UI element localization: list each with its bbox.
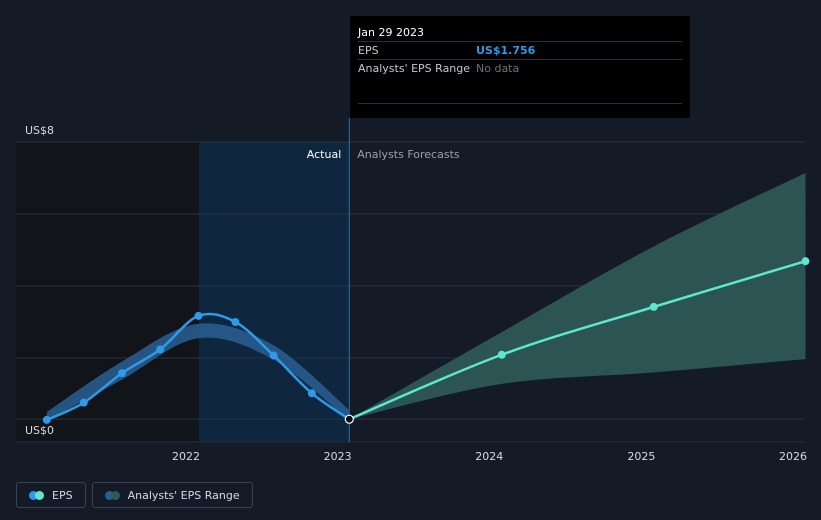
legend-item-eps[interactable]: EPS	[16, 482, 86, 508]
eps-forecast-dot-icon	[35, 490, 44, 500]
eps-actual-point	[269, 351, 278, 360]
range-swatch-icon	[104, 490, 120, 500]
y-axis-top-label: US$8	[25, 124, 54, 137]
tooltip-divider	[358, 103, 682, 104]
tooltip: Jan 29 2023 EPS US$1.756 Analysts' EPS R…	[350, 16, 690, 118]
eps-actual-point	[344, 414, 354, 424]
x-tick-label: 2024	[475, 450, 503, 463]
eps-actual-point	[231, 318, 240, 326]
tooltip-eps-value: US$1.756	[476, 44, 536, 57]
actual-range-band	[46, 323, 350, 421]
eps-actual-dot-icon	[29, 490, 38, 500]
actual-label: Actual	[307, 148, 341, 161]
legend-range-label: Analysts' EPS Range	[127, 488, 240, 502]
forecast-range-band	[349, 172, 806, 420]
eps-actual-point	[118, 369, 127, 378]
eps-actual-point	[194, 311, 203, 320]
y-axis-bottom-label: US$0	[25, 424, 54, 437]
forecast-label: Analysts Forecasts	[357, 148, 460, 161]
x-tick-label: 2022	[172, 450, 200, 463]
past-shade	[16, 142, 199, 442]
eps-actual-point	[42, 415, 51, 424]
eps-actual-point	[307, 389, 316, 398]
eps-forecast-point	[649, 302, 658, 311]
range-forecast-dot-icon	[110, 490, 120, 500]
tooltip-row-range: Analysts' EPS Range No data	[358, 59, 682, 77]
x-tick-label: 2026	[779, 450, 807, 463]
legend: EPS Analysts' EPS Range	[16, 482, 253, 508]
eps-forecast-point	[801, 257, 810, 266]
x-tick-label: 2023	[324, 450, 352, 463]
tooltip-eps-label: EPS	[358, 44, 379, 57]
eps-actual-point	[156, 345, 165, 354]
tooltip-date: Jan 29 2023	[358, 26, 424, 39]
eps-forecast-line	[348, 259, 806, 421]
tooltip-row-eps: EPS US$1.756	[358, 41, 682, 59]
tooltip-range-label: Analysts' EPS Range	[358, 62, 471, 75]
legend-item-range[interactable]: Analysts' EPS Range	[91, 482, 253, 508]
tooltip-range-value: No data	[476, 62, 520, 75]
x-tick-label: 2025	[627, 450, 655, 463]
legend-eps-label: EPS	[52, 488, 73, 502]
range-actual-dot-icon	[104, 490, 114, 500]
eps-swatch-icon	[29, 490, 44, 500]
eps-forecast-point	[497, 350, 506, 359]
eps-actual-point	[79, 398, 88, 407]
